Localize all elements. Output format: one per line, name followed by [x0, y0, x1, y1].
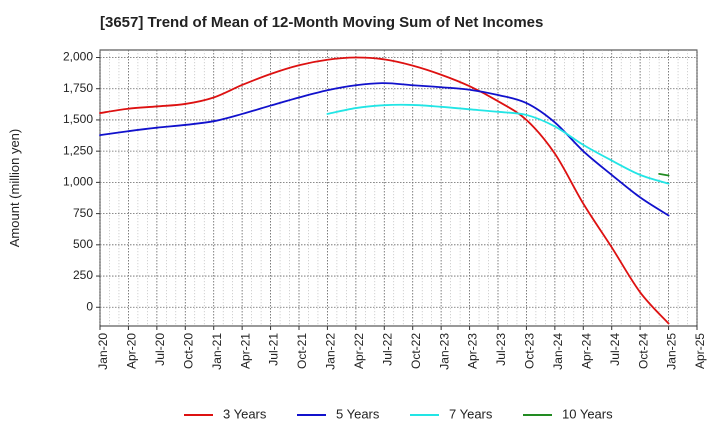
y-tick-label: 250	[73, 268, 93, 282]
y-tick-label: 1,000	[63, 175, 93, 189]
series-line-3-years	[99, 56, 670, 325]
x-tick-label: Jan-22	[324, 333, 338, 370]
x-tick-label: Apr-25	[693, 333, 707, 369]
x-tick-label: Apr-22	[352, 333, 366, 369]
x-tick-label: Apr-20	[125, 333, 139, 369]
x-tick-label: Jan-20	[96, 333, 110, 370]
x-tick-label: Apr-21	[238, 333, 252, 369]
y-tick-label: 750	[73, 206, 93, 220]
x-tick-label: Oct-20	[181, 333, 195, 369]
y-tick-label: 1,750	[63, 81, 93, 95]
plot-area	[99, 49, 698, 327]
x-tick-label: Jul-22	[380, 333, 394, 366]
x-tick-label: Oct-24	[636, 333, 650, 369]
legend-label-3-years: 3 Years	[223, 406, 267, 421]
x-tick-label: Apr-24	[579, 333, 593, 369]
x-tick-label: Oct-23	[523, 333, 537, 369]
x-tick-label: Jul-20	[153, 333, 167, 366]
x-tick-label: Oct-22	[409, 333, 423, 369]
x-tick-label: Jul-24	[608, 333, 622, 366]
y-tick-label: 2,000	[63, 50, 93, 64]
x-tick-label: Oct-21	[295, 333, 309, 369]
y-tick-label: 0	[86, 299, 93, 313]
series-line-10-years	[658, 172, 670, 177]
series-line-7-years	[326, 103, 670, 185]
y-tick-label: 500	[73, 237, 93, 251]
y-axis-title: Amount (million yen)	[7, 129, 22, 248]
x-tick-label: Jan-24	[551, 333, 565, 370]
series-line-5-years	[99, 82, 670, 217]
x-tick-label: Jan-25	[665, 333, 679, 370]
y-tick-label: 1,500	[63, 112, 93, 126]
legend-label-7-years: 7 Years	[449, 406, 493, 421]
x-tick-label: Jan-21	[210, 333, 224, 370]
chart-title: [3657] Trend of Mean of 12-Month Moving …	[100, 14, 544, 31]
x-tick-label: Apr-23	[466, 333, 480, 369]
legend-label-10-years: 10 Years	[562, 406, 613, 421]
y-tick-label: 1,250	[63, 143, 93, 157]
legend-label-5-years: 5 Years	[336, 406, 380, 421]
x-tick-label: Jul-23	[494, 333, 508, 366]
x-tick-label: Jan-23	[437, 333, 451, 370]
x-tick-label: Jul-21	[267, 333, 281, 366]
